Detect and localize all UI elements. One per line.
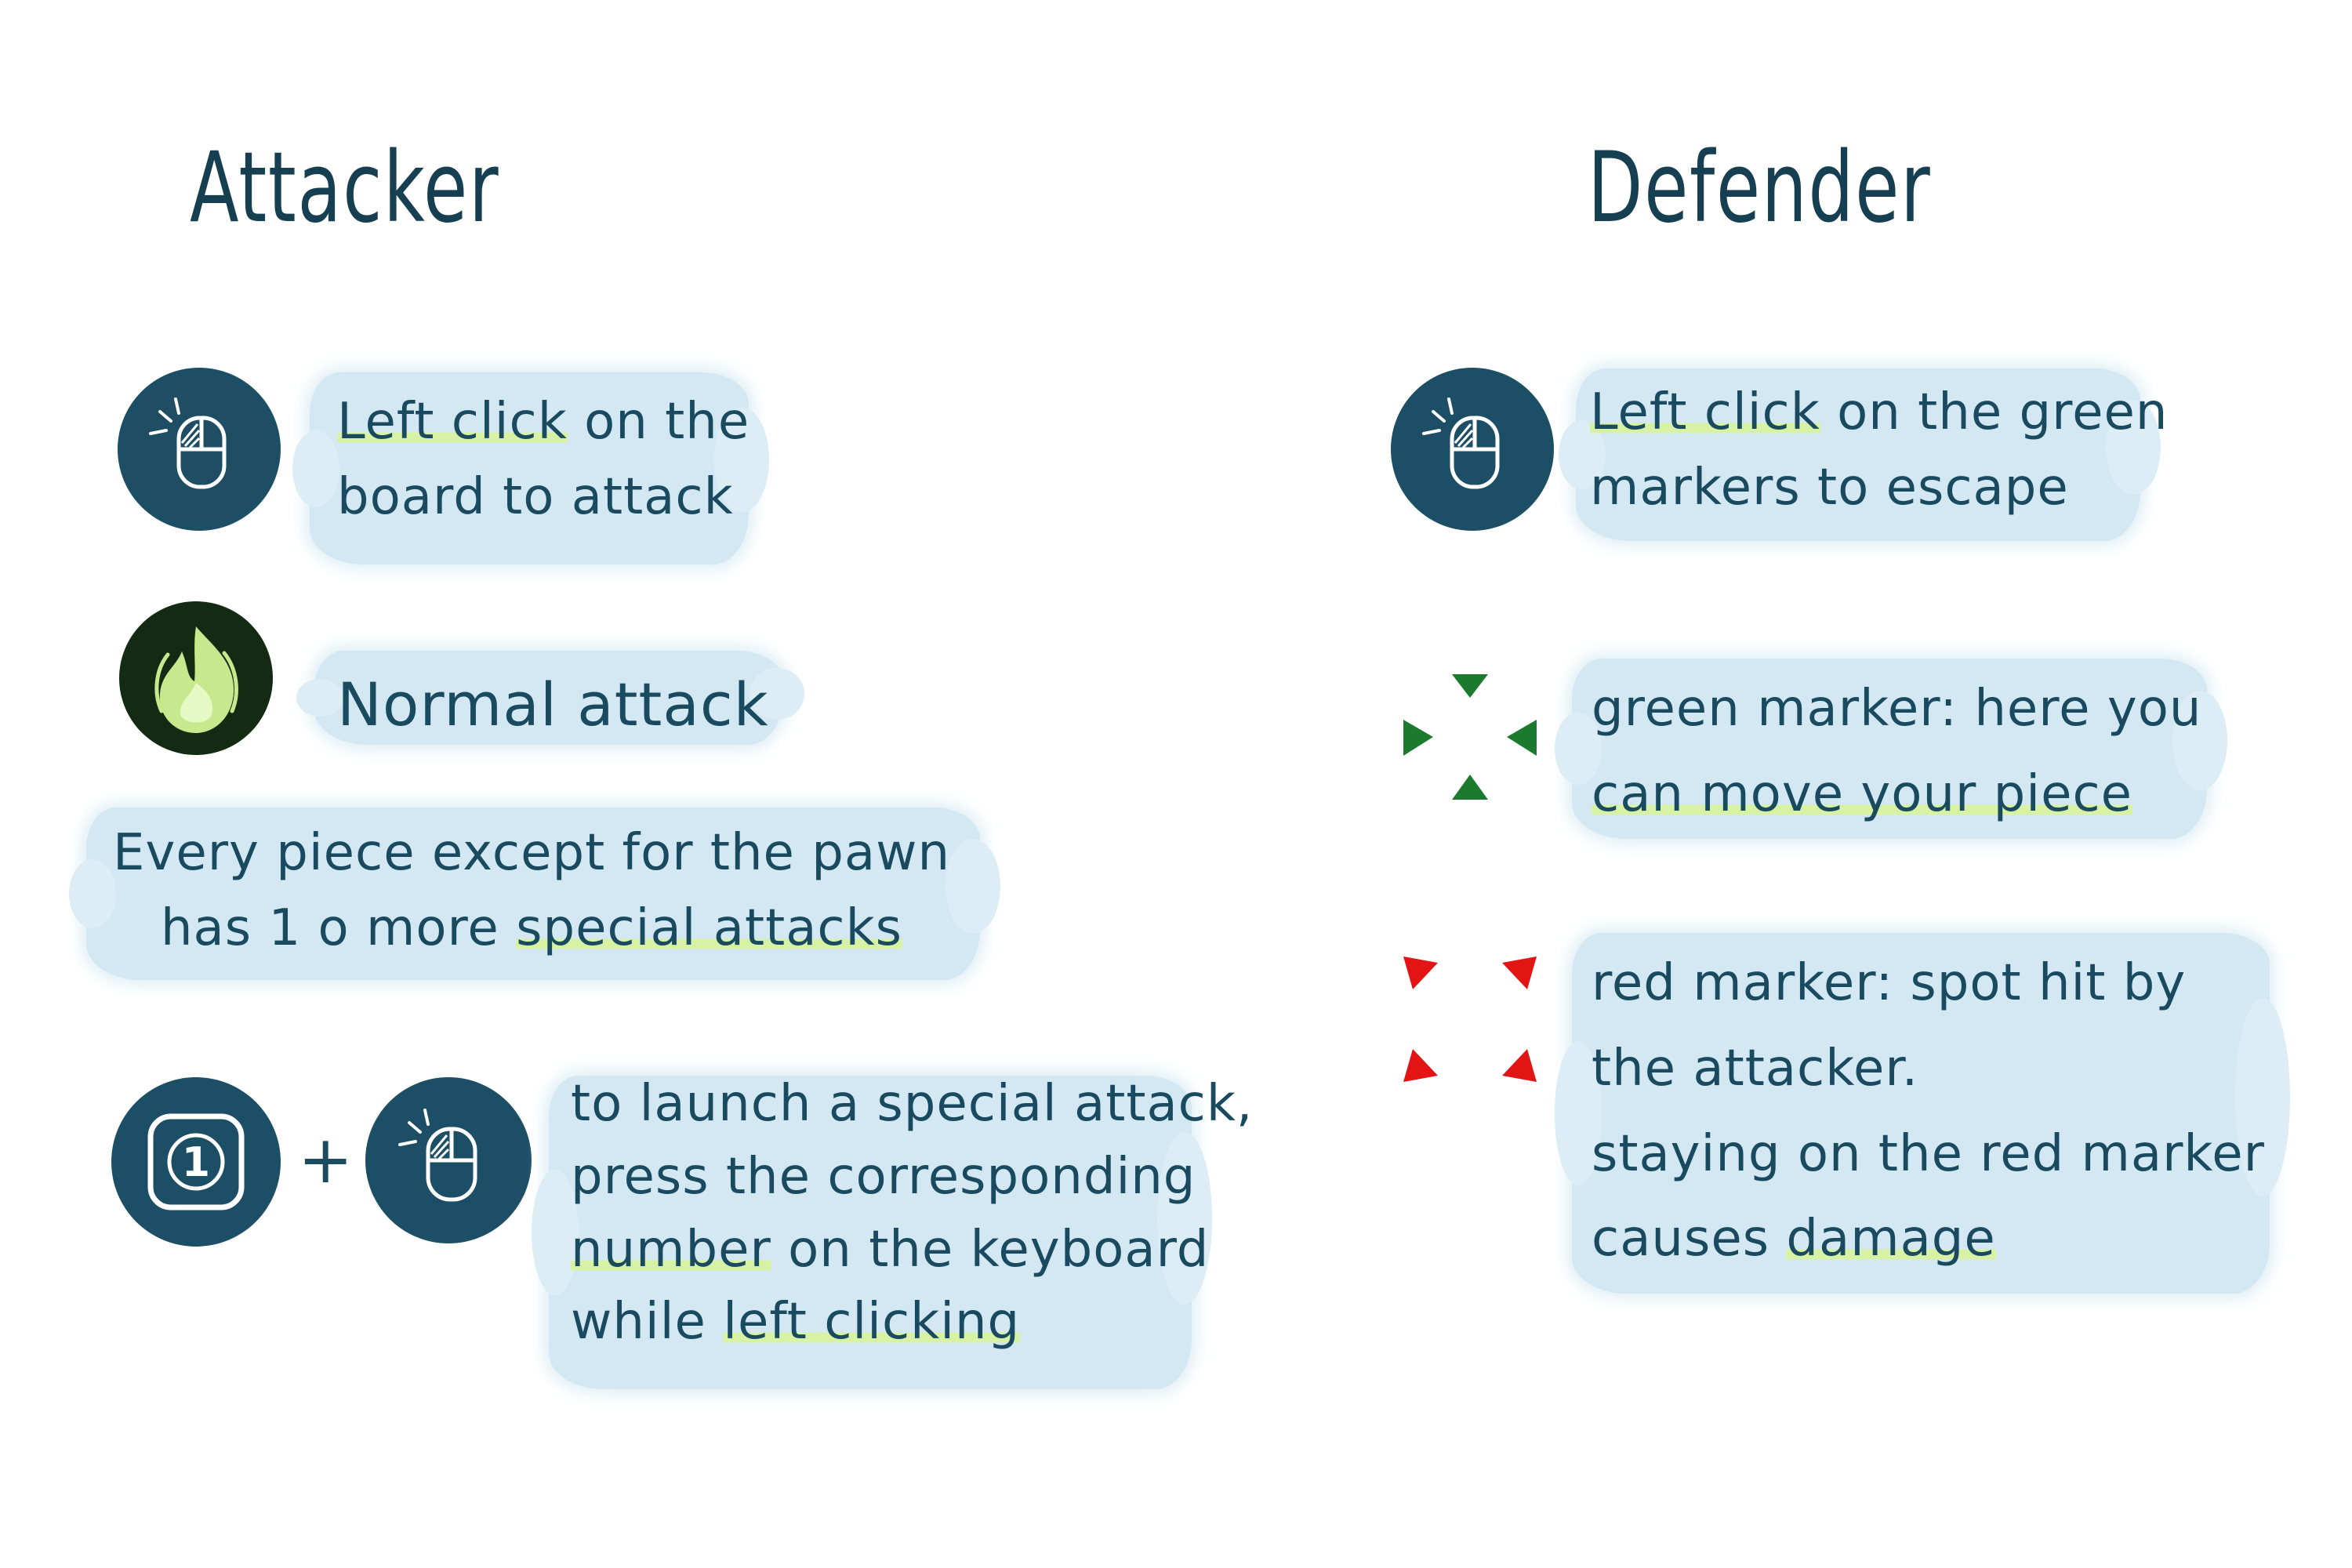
text: causes	[1592, 1210, 1787, 1269]
green-marker-icon	[1403, 674, 1537, 800]
highlight: can move your piece	[1592, 764, 2132, 823]
attacker-title: Attacker	[190, 132, 500, 245]
special-attack-text: to launch a special attack, press the co…	[571, 1068, 1253, 1359]
highlight: damage	[1786, 1210, 1996, 1269]
text: the attacker.	[1592, 1039, 1919, 1098]
defender-title: Defender	[1588, 132, 1932, 245]
text: on the green	[1820, 383, 2169, 441]
text: staying on the red marker	[1592, 1124, 2265, 1183]
defender-mouse-icon	[1388, 365, 1556, 533]
normal-attack-brush	[296, 651, 804, 745]
attacker-mouse-icon	[114, 365, 283, 533]
text: red marker: spot hit by	[1592, 954, 2187, 1012]
text: while	[571, 1293, 724, 1352]
red-marker-icon	[1403, 956, 1537, 1082]
text: markers to escape	[1590, 459, 2069, 517]
text: on the	[567, 393, 750, 451]
defender-left-click-text: Left click on the green markers to escap…	[1590, 375, 2168, 525]
highlight: left clicking	[723, 1293, 1021, 1352]
fire-icon	[118, 600, 274, 757]
keyboard-key-1-icon: 1	[110, 1076, 282, 1248]
highlight: Left click	[1590, 383, 1820, 441]
text: to launch a special attack,	[571, 1075, 1254, 1133]
red-marker-text: red marker: spot hit by the attacker. st…	[1592, 941, 2265, 1282]
highlight: Left click	[337, 393, 568, 451]
green-marker-text: green marker: here you can move your pie…	[1592, 666, 2201, 837]
text: on the keyboard	[771, 1220, 1210, 1279]
highlight: special attacks	[516, 899, 903, 957]
highlight: number	[571, 1220, 771, 1279]
attacker-left-click-text: Left click on the board to attack	[337, 384, 750, 535]
text: has 1 o more	[160, 899, 517, 957]
text: green marker: here you	[1592, 680, 2202, 738]
attacker-special-mouse-icon	[362, 1074, 535, 1247]
text: board to attack	[337, 468, 734, 526]
normal-attack-text: Normal attack	[337, 670, 769, 739]
plus-sign: +	[298, 1121, 354, 1198]
key-label: 1	[182, 1139, 210, 1186]
special-info-text: Every piece except for the pawn has 1 o …	[108, 815, 955, 966]
text: press the corresponding	[571, 1147, 1196, 1206]
text: Every piece except for the pawn	[113, 824, 950, 882]
